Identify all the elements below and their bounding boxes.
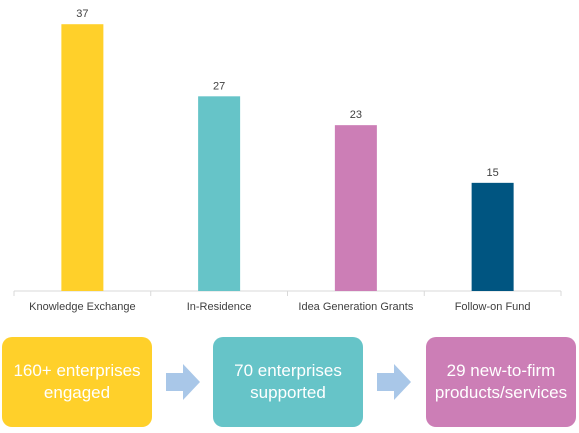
bar-chart: 37 Knowledge Exchange 27 In-Residence 23 Idea… [13,8,562,313]
data-label: 15 [487,167,499,179]
data-label: 37 [76,8,88,20]
summary-box-products-line2: products/services [434,383,568,402]
category-label: In-Residence [187,301,252,313]
right-arrow-icon [166,364,200,400]
bar [61,24,104,292]
summary-box-products-line1: 29 new-to-firm [446,361,556,380]
summary-box-products: 29 new-to-firm products/services [426,337,576,427]
category-label: Follow-on Fund [455,301,531,313]
category-label: Knowledge Exchange [29,301,135,313]
data-label: 27 [213,80,225,92]
bar [334,125,377,291]
summary-box-engaged: 160+ enterprises engaged [2,337,152,427]
data-label: 23 [350,109,362,121]
bar [198,96,241,291]
summary-box-engaged-line2: engaged [43,383,111,402]
summary-box-supported-line2: supported [250,383,326,402]
right-arrow-icon [377,364,411,400]
bar [471,182,514,291]
category-label: Idea Generation Grants [298,301,413,313]
summary-box-supported: 70 enterprises supported [213,337,363,427]
summary-box-supported-line1: 70 enterprises [234,361,342,380]
summary-box-engaged-line1: 160+ enterprises [13,361,141,380]
